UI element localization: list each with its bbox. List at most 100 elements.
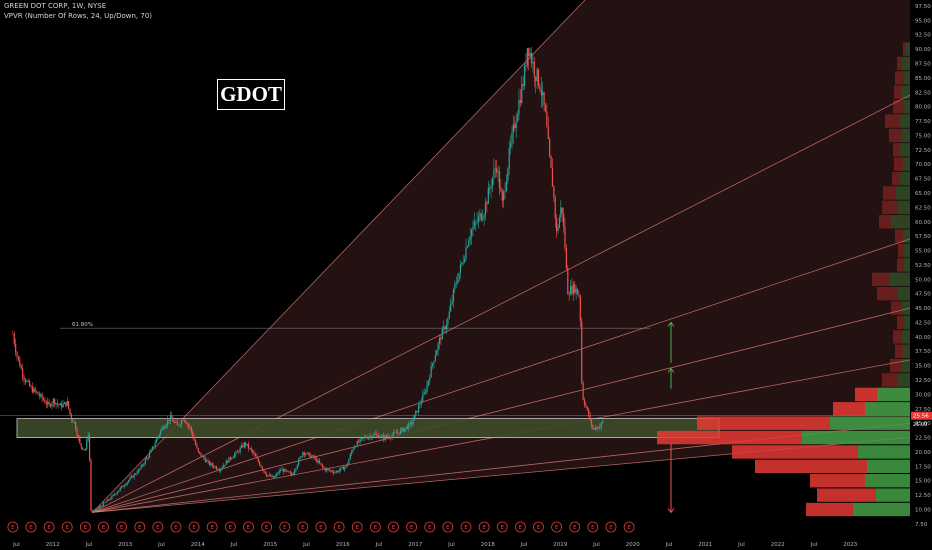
candle-body	[44, 400, 46, 404]
candle-body	[443, 326, 445, 329]
x-tick-label: 2021	[698, 542, 712, 548]
candle-body	[275, 473, 277, 477]
earnings-marker-icon	[98, 521, 109, 533]
candle-body	[134, 474, 137, 475]
volume-profile-up-bar	[865, 474, 910, 488]
earnings-marker-icon	[7, 521, 19, 533]
candle-body	[111, 495, 113, 499]
earnings-marker-label: E	[356, 525, 360, 531]
candle-body	[254, 454, 257, 457]
candle-body	[247, 444, 250, 449]
candle-body	[165, 424, 167, 427]
earnings-marker-icon	[315, 521, 327, 533]
candle-body	[312, 455, 314, 457]
candle-body	[395, 432, 397, 434]
candle-body	[45, 403, 47, 405]
candle-body	[253, 452, 255, 455]
candle-body	[217, 469, 219, 470]
candle-body	[229, 457, 231, 459]
candle-body	[314, 457, 317, 459]
candle-body	[390, 437, 392, 439]
candle-body	[320, 463, 322, 465]
candle-body	[376, 434, 378, 435]
candle-body	[579, 296, 581, 322]
candle-body	[436, 350, 438, 356]
candle-body	[100, 506, 102, 507]
candle-body	[33, 388, 35, 393]
volume-profile-up-bar	[898, 200, 910, 215]
volume-profile-down-bar	[890, 358, 901, 373]
candle-body	[26, 380, 28, 382]
x-tick-label: Jul	[157, 542, 165, 548]
candle-body	[554, 196, 556, 219]
candle-body	[426, 385, 428, 393]
y-tick-label: 80.00	[915, 105, 931, 111]
candle-body	[365, 436, 367, 438]
y-tick-label: 67.50	[915, 177, 931, 183]
candle-body	[452, 289, 455, 301]
candle-body	[272, 475, 275, 478]
y-tick-label: 87.50	[915, 61, 931, 67]
candle-body	[30, 386, 32, 387]
earnings-marker-icon	[478, 521, 490, 533]
candle-body	[569, 286, 572, 295]
volume-profile-down-bar	[872, 272, 890, 286]
y-tick-label: 72.50	[915, 148, 931, 154]
candle-body	[571, 286, 573, 294]
candle-body	[507, 168, 509, 181]
candle-body	[243, 442, 245, 448]
volume-profile-up-bar	[904, 71, 910, 85]
candle-body	[164, 426, 166, 429]
candle-body	[109, 498, 112, 500]
candle-body	[226, 460, 229, 463]
y-tick-label: 50.00	[915, 277, 931, 283]
candle-body	[279, 470, 282, 472]
volume-profile-down-bar	[895, 229, 903, 243]
candle-body	[189, 426, 191, 428]
candle-body	[518, 99, 520, 115]
earnings-marker-icon	[279, 521, 291, 533]
volume-profile-up-bar	[896, 186, 910, 200]
candle-body	[95, 509, 98, 511]
candle-body	[493, 169, 495, 178]
candle-body	[220, 468, 222, 471]
candle-body	[525, 65, 527, 67]
x-tick-label: Jul	[447, 542, 455, 548]
candle-body	[489, 187, 491, 189]
indicator-legend[interactable]: VPVR (Number Of Rows, 24, Up/Down, 70)	[4, 12, 153, 20]
candle-body	[542, 91, 544, 96]
candle-body	[544, 105, 547, 112]
candle-body	[422, 394, 424, 402]
candle-body	[438, 337, 441, 344]
x-tick-label: 2020	[626, 542, 640, 548]
y-tick-label: 70.00	[915, 162, 931, 168]
candle-body	[127, 480, 130, 483]
candle-body	[560, 207, 562, 218]
volume-profile-down-bar	[894, 85, 901, 99]
volume-profile-down-bar	[657, 430, 802, 445]
earnings-marker-label: E	[138, 525, 142, 531]
candle-body	[564, 226, 566, 248]
candle-body	[238, 451, 240, 453]
candle-body	[218, 469, 220, 471]
earnings-marker-icon	[43, 521, 55, 533]
y-tick-label: 85.00	[915, 76, 931, 82]
candle-body	[536, 69, 538, 82]
y-tick-label: 10.00	[915, 508, 931, 514]
volume-profile-down-bar	[891, 301, 902, 315]
candle-body	[235, 451, 237, 455]
candle-body	[553, 186, 555, 197]
candle-body	[27, 380, 29, 382]
candle-body	[172, 418, 174, 422]
candle-body	[125, 484, 127, 486]
candle-body	[408, 423, 410, 429]
candle-body	[132, 476, 134, 478]
candle-body	[299, 456, 301, 460]
candle-body	[271, 475, 273, 477]
fan-shading	[92, 0, 910, 513]
y-tick-label: 47.50	[915, 292, 931, 298]
candle-body	[582, 382, 584, 400]
y-tick-label: 25.00	[915, 421, 931, 427]
x-tick-label: Jul	[665, 542, 673, 548]
